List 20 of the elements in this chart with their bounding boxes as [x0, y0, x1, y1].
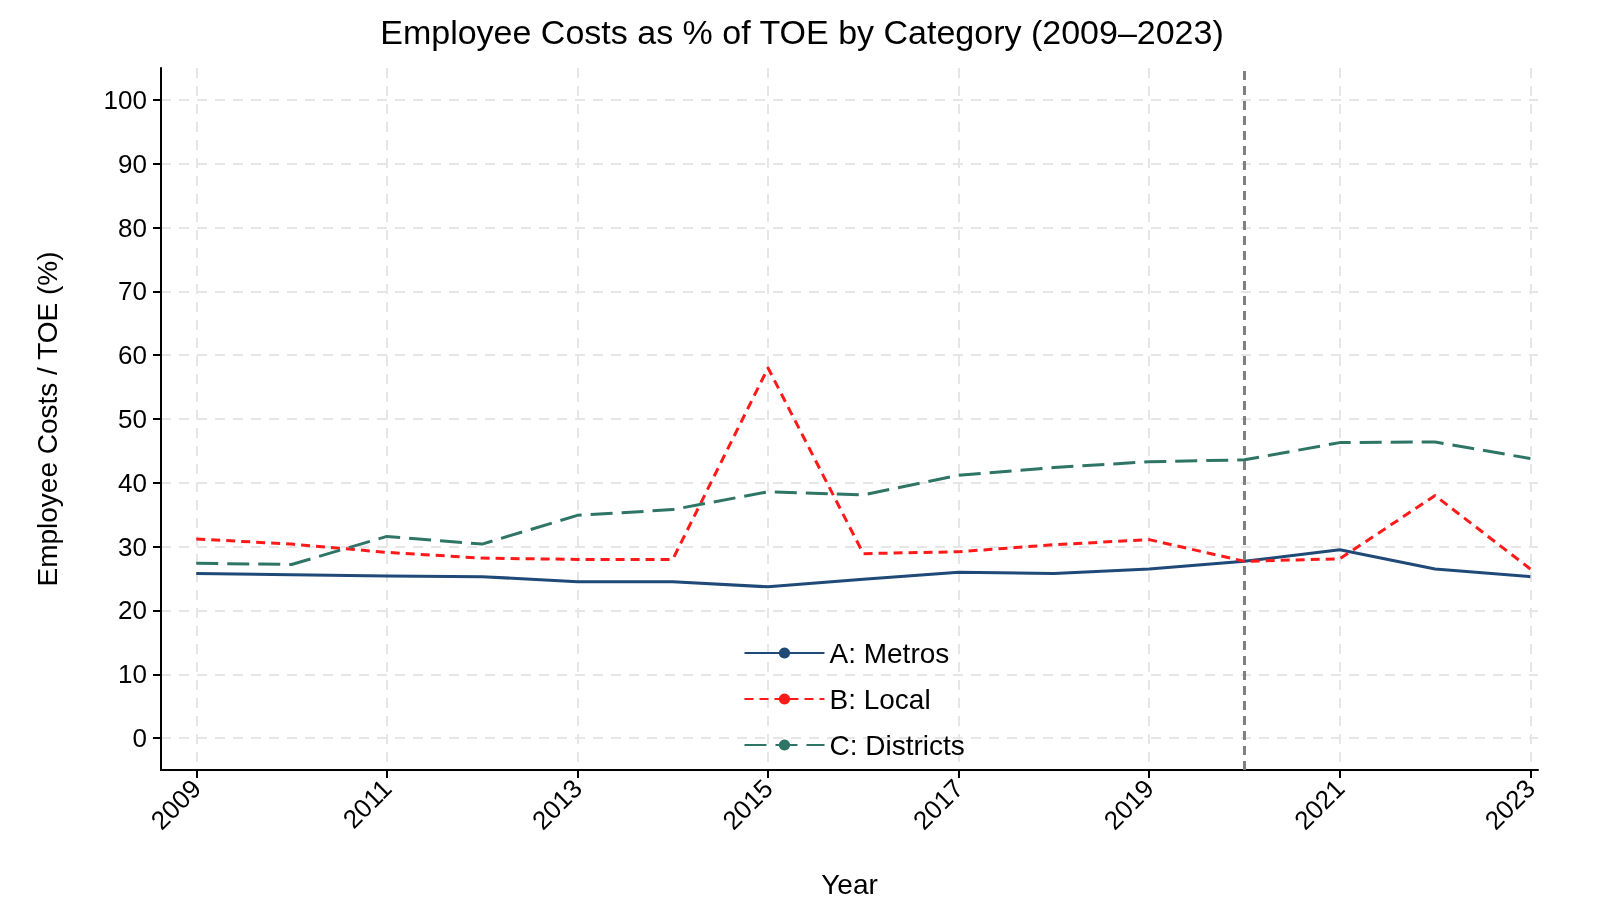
legend-label: A: Metros [829, 637, 950, 669]
y-tick-label: 100 [103, 84, 147, 115]
y-tick-label: 90 [118, 148, 147, 179]
y-tick-label: 30 [118, 531, 147, 562]
y-tick-label: 10 [118, 659, 147, 690]
line-series [194, 548, 1532, 589]
legend-label: C: Districts [829, 729, 965, 761]
y-tick-label: 40 [118, 467, 147, 498]
legend-label: B: Local [829, 683, 931, 715]
y-tick-label: 70 [118, 276, 147, 307]
line-series [194, 366, 1532, 571]
y-tick-label: 20 [118, 595, 147, 626]
y-axis-title: Employee Costs / TOE (%) [31, 251, 63, 587]
y-tick-label: 80 [118, 212, 147, 243]
line-series [194, 440, 1532, 567]
y-tick-label: 50 [118, 404, 147, 434]
chart-title: Employee Costs as % of TOE by Category (2009–2023) [380, 13, 1224, 51]
x-axis-title: Year [821, 868, 878, 900]
y-tick-label: 60 [118, 340, 147, 371]
y-tick-label: 0 [132, 723, 147, 754]
